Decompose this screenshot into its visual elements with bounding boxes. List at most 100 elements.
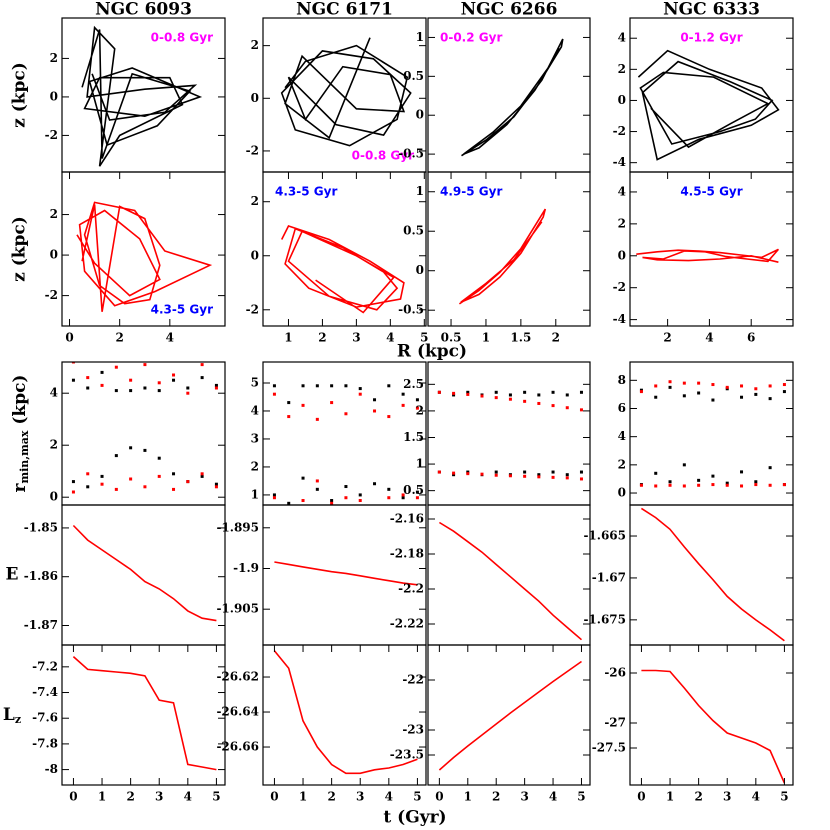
- data-point: [315, 479, 319, 483]
- y-tick-label: 0: [416, 263, 424, 277]
- data-point: [494, 473, 498, 477]
- plot-area: [71, 362, 218, 494]
- data-point: [754, 392, 758, 396]
- data-point: [452, 393, 456, 397]
- x-tick-label: 3: [155, 790, 163, 804]
- x-tick-label: 4: [549, 790, 557, 804]
- y-tick-label: 4: [251, 403, 259, 417]
- x-tick-label: 1.5: [510, 331, 531, 345]
- x-tick-label: 1: [98, 790, 106, 804]
- y-tick-label: -23: [402, 723, 424, 737]
- x-tick-label: 4: [386, 331, 394, 345]
- y-tick-label: 2: [251, 194, 259, 208]
- y-tick-label: 2: [50, 438, 58, 452]
- y-tick-label: 2: [50, 207, 58, 221]
- data-point: [143, 363, 147, 367]
- y-tick-label: 2: [618, 457, 626, 471]
- y-axis-label: z (kpc): [10, 216, 30, 282]
- data-point: [200, 363, 204, 367]
- x-tick-label: 5: [420, 331, 428, 345]
- y-tick-label: 1: [251, 487, 259, 501]
- data-point: [711, 398, 715, 402]
- y-tick-label: 0.5: [403, 69, 424, 83]
- label-main: L: [3, 705, 15, 725]
- data-point: [725, 385, 729, 389]
- data-point: [315, 384, 319, 388]
- data-point: [114, 389, 118, 393]
- y-tick-label: -2: [45, 128, 58, 142]
- x-tick-label: 5: [212, 790, 220, 804]
- x-tick-label: 4: [705, 331, 713, 345]
- data-point: [86, 376, 90, 380]
- x-tick-label: 3: [356, 790, 364, 804]
- data-point: [537, 475, 541, 479]
- y-tick-label: -1.675: [583, 612, 626, 626]
- data-point: [330, 401, 334, 405]
- x-tick-label: 2: [492, 790, 500, 804]
- data-line: [280, 225, 405, 314]
- y-tick-label: 0.5: [403, 483, 424, 497]
- data-point: [654, 384, 658, 388]
- data-point: [740, 384, 744, 388]
- data-point: [100, 482, 104, 486]
- data-line: [637, 49, 780, 161]
- data-point: [157, 456, 161, 460]
- y-tick-label: -27: [604, 716, 626, 730]
- y-tick-label: -26.62: [216, 670, 259, 684]
- data-point: [272, 493, 276, 497]
- data-point: [682, 484, 686, 488]
- data-point: [387, 487, 391, 491]
- annotation: 4.3-5 Gyr: [151, 303, 213, 317]
- data-point: [214, 482, 218, 486]
- plot-area: [72, 656, 217, 771]
- data-point: [401, 403, 405, 407]
- data-point: [452, 473, 456, 477]
- y-tick-label: -1.895: [216, 520, 259, 534]
- x-tick-label: 5: [577, 790, 585, 804]
- data-point: [100, 383, 104, 387]
- data-point: [100, 474, 104, 478]
- data-point: [415, 490, 419, 494]
- annotation: 4.5-5 Gyr: [680, 185, 742, 199]
- y-tick-label: 2: [618, 62, 626, 76]
- data-point: [682, 463, 686, 467]
- frame: [427, 644, 591, 786]
- y-axis-label: z (kpc): [10, 62, 30, 128]
- data-point: [172, 373, 176, 377]
- data-point: [768, 483, 772, 487]
- x-tick-label: 2: [318, 331, 326, 345]
- data-point: [172, 472, 176, 476]
- data-point: [157, 381, 161, 385]
- data-point: [71, 490, 75, 494]
- data-point: [315, 487, 319, 491]
- y-tick-label: 3: [251, 431, 259, 445]
- frame: [61, 644, 226, 786]
- x-tick-label: 1: [284, 331, 292, 345]
- data-point: [682, 394, 686, 398]
- data-point: [682, 381, 686, 385]
- y-tick-label: 0: [251, 91, 259, 105]
- data-point: [782, 383, 786, 387]
- plot-area: [81, 25, 203, 167]
- data-point: [508, 474, 512, 478]
- data-line: [640, 507, 785, 642]
- plot-area: [458, 208, 547, 305]
- x-tick-label: 6: [747, 331, 755, 345]
- x-tick-label: 2: [694, 790, 702, 804]
- data-point: [754, 483, 758, 487]
- data-point: [668, 483, 672, 487]
- data-point: [401, 493, 405, 497]
- y-tick-label: 4: [618, 184, 626, 198]
- data-point: [172, 487, 176, 491]
- y-tick-label: 0: [251, 248, 259, 262]
- data-point: [740, 395, 744, 399]
- plot-area: [438, 660, 582, 771]
- data-point: [330, 499, 334, 503]
- data-point: [129, 446, 133, 450]
- data-point: [768, 466, 772, 470]
- data-point: [143, 386, 147, 390]
- data-point: [129, 378, 133, 382]
- data-point: [668, 380, 672, 384]
- data-point: [214, 485, 218, 489]
- data-point: [523, 474, 527, 478]
